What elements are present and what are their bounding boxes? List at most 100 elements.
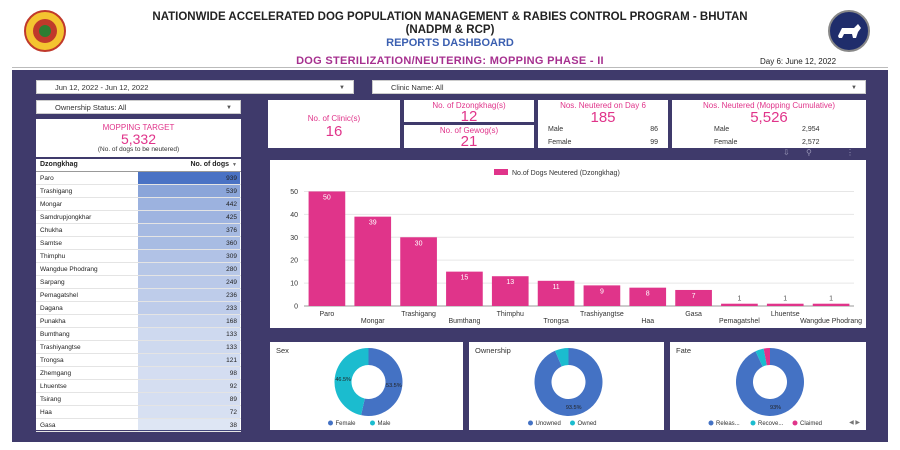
sort-desc-icon[interactable]: ▼ <box>232 162 237 168</box>
table-row[interactable]: Chukha 376 <box>36 224 241 237</box>
legend-label: Male <box>378 421 392 427</box>
x-tick-label: Trashiyangtse <box>580 311 624 318</box>
donut-slice[interactable] <box>361 348 403 416</box>
ownership-chart-title: Ownership <box>475 346 511 355</box>
bar[interactable] <box>537 280 575 306</box>
bhutan-emblem-icon <box>24 10 66 52</box>
donut-slice[interactable] <box>763 348 770 366</box>
program-dog-logo-icon <box>828 10 870 52</box>
table-row[interactable]: Paro 939 <box>36 172 241 185</box>
filter-icon[interactable]: ⚲ <box>806 148 812 157</box>
bar[interactable] <box>766 303 804 306</box>
table-row[interactable]: Gasa 38 <box>36 419 241 432</box>
column-header-no-of-dogs[interactable]: No. of dogs <box>190 161 230 168</box>
fate-donut-card: Fate 93% Releas... Recove... Claimed ◀ ▶ <box>670 342 866 430</box>
legend-dot <box>528 420 533 426</box>
table-row[interactable]: Lhuentse 92 <box>36 380 241 393</box>
bar[interactable] <box>308 191 346 306</box>
legend-nav-icon[interactable]: ◀ ▶ <box>849 420 860 426</box>
mopping-target-value: 5,332 <box>120 131 157 147</box>
bar[interactable] <box>721 303 758 306</box>
donut-slice[interactable] <box>736 348 804 416</box>
dog-count: 133 <box>226 344 237 351</box>
bar[interactable] <box>491 276 529 306</box>
bar[interactable] <box>629 287 667 306</box>
gewogs-card: No. of Gewog(s) 21 <box>404 125 534 150</box>
dog-count: 539 <box>226 188 237 195</box>
bar[interactable] <box>583 285 621 306</box>
table-row[interactable]: Sarpang 249 <box>36 276 241 289</box>
y-tick-label: 50 <box>290 189 298 196</box>
dog-count: 442 <box>226 201 237 208</box>
table-row[interactable]: Wangdue Phodrang 280 <box>36 263 241 276</box>
date-range-dropdown[interactable]: Jun 12, 2022 - Jun 12, 2022 ▼ <box>36 80 354 94</box>
table-row[interactable]: Samdrupjongkhar 425 <box>36 211 241 224</box>
cumulative-male-value: 2,954 <box>802 126 820 133</box>
gewogs-value: 21 <box>460 133 478 150</box>
ownership-donut-svg: 93.5% Unowned Owned <box>528 348 603 427</box>
donut-slice[interactable] <box>534 348 603 416</box>
bar[interactable] <box>812 303 850 306</box>
bar[interactable] <box>400 237 437 306</box>
dzongkhag-name: Chukha <box>40 227 63 234</box>
more-icon[interactable]: ⋮ <box>846 148 854 157</box>
dzongkhags-card: No. of Dzongkhag(s) 12 <box>404 100 534 124</box>
mopping-target-note: (No. of dogs to be neutered) <box>97 146 180 153</box>
table-row[interactable]: Samtse 360 <box>36 237 241 250</box>
table-row[interactable]: Trashigang 539 <box>36 185 241 198</box>
table-row[interactable]: Bumthang 133 <box>36 328 241 341</box>
dzongkhag-name: Thimphu <box>40 253 66 260</box>
legend-dot <box>750 420 756 426</box>
fate-chart-title: Fate <box>676 346 692 355</box>
column-header-dzongkhag[interactable]: Dzongkhag <box>40 161 78 168</box>
value-heat-cell <box>138 250 240 262</box>
table-row[interactable]: Trashiyangtse 133 <box>36 341 241 354</box>
clinics-card: No. of Clinic(s) 16 <box>268 100 400 148</box>
bar[interactable] <box>446 271 483 306</box>
dzongkhag-name: Trashigang <box>40 188 73 195</box>
export-icon[interactable]: ⇩ <box>783 148 790 157</box>
table-header: Dzongkhag No. of dogs ▼ <box>36 159 241 172</box>
table-row[interactable]: Haa 72 <box>36 406 241 419</box>
clinic-dropdown[interactable]: Clinic Name: All ▼ <box>372 80 866 94</box>
table-row[interactable]: Tsirang 89 <box>36 393 241 406</box>
gewogs-label: No. of Gewog(s) <box>439 126 499 135</box>
value-heat-cell <box>138 224 240 236</box>
clinics-label: No. of Clinic(s) <box>307 114 361 123</box>
donut-slice[interactable] <box>755 348 767 367</box>
legend-label: No.of Dogs Neutered (Dzongkhag) <box>512 170 620 177</box>
donut-slice[interactable] <box>334 348 369 416</box>
dzongkhag-name: Punakha <box>40 318 66 325</box>
table-row[interactable]: Trongsa 121 <box>36 354 241 367</box>
value-heat-cell <box>138 341 240 353</box>
table-row[interactable]: Dagana 233 <box>36 302 241 315</box>
table-row[interactable]: Thimphu 309 <box>36 250 241 263</box>
table-row[interactable]: Punakha 168 <box>36 315 241 328</box>
dzongkhag-name: Lhuentse <box>40 383 67 390</box>
y-tick-label: 40 <box>290 212 298 219</box>
table-row[interactable]: Pemagatshel 236 <box>36 289 241 302</box>
legend-label: Owned <box>578 421 597 427</box>
legend-dot <box>708 420 714 426</box>
data-label: 1 <box>783 296 787 303</box>
table-row[interactable]: Mongar 442 <box>36 198 241 211</box>
dog-count: 376 <box>226 227 237 234</box>
day6-male-value: 86 <box>650 126 658 133</box>
value-heat-cell <box>138 185 240 197</box>
dashboard-title: NATIONWIDE ACCELERATED DOG POPULATION MA… <box>152 11 748 36</box>
dog-count: 425 <box>226 214 237 221</box>
bar[interactable] <box>354 216 392 306</box>
dog-count: 360 <box>226 240 237 247</box>
donut-slice[interactable] <box>554 348 569 367</box>
dog-count: 133 <box>226 331 237 338</box>
table-row[interactable]: Zhemgang 98 <box>36 367 241 380</box>
dzongkhag-name: Trashiyangtse <box>40 344 81 351</box>
ownership-status-dropdown[interactable]: Ownership Status: All ▼ <box>36 100 241 114</box>
slice-label: 46.5% <box>335 377 351 383</box>
data-label: 1 <box>737 296 741 303</box>
dog-count: 89 <box>229 396 237 403</box>
bar[interactable] <box>675 289 712 306</box>
day6-female-value: 99 <box>650 139 658 146</box>
legend-dot <box>328 420 333 426</box>
data-label: 7 <box>692 293 696 300</box>
